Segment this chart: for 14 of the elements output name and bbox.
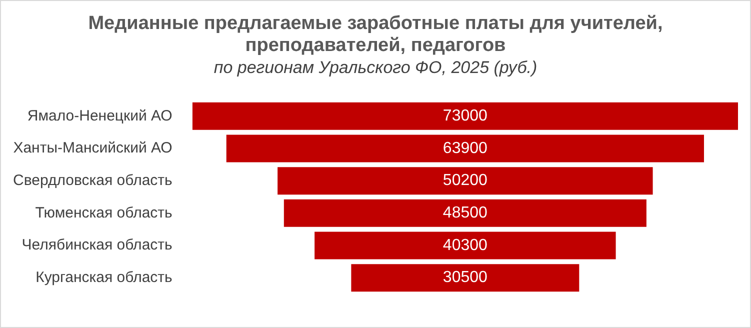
data-label: 30500 [442, 269, 488, 286]
data-label: 50200 [442, 172, 488, 190]
data-label: 73000 [442, 108, 488, 125]
text: Медианные предлагаемые заработные платы для учителей, преподавателей, педагогов [87, 12, 664, 57]
data-label: 63900 [442, 140, 488, 157]
category-label: Курганская область [36, 268, 173, 286]
category-label: Ямало-Ненецкий АО [27, 107, 172, 124]
text: по регионам Уральского ФО, 2025 (руб.) [212, 57, 538, 79]
category-label: Свердловская область [12, 172, 173, 189]
category-label: Челябинская область [22, 236, 173, 254]
data-label: 40300 [442, 236, 488, 254]
data-label: 48500 [442, 204, 488, 222]
category-label: Ханты-Мансийский АО [13, 140, 172, 157]
category-label: Тюменская область [35, 204, 173, 222]
